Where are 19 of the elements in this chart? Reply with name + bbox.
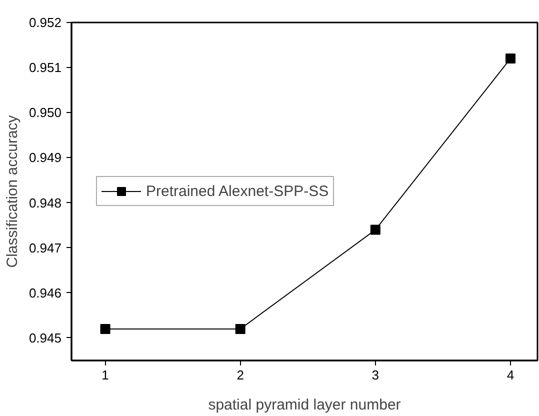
point — [505, 54, 516, 64]
x-tick-label: 1 — [102, 368, 109, 382]
y-tick-label: 0.951 — [28, 60, 62, 76]
y-tick-label: 0.946 — [28, 285, 62, 300]
point — [235, 324, 246, 334]
legend-label: Pretrained Alexnet-SPP-SS — [146, 182, 329, 200]
x-tick-label: 4 — [506, 368, 514, 382]
y-tick-label: 0.952 — [28, 15, 62, 30]
y-tick-label: 0.945 — [28, 330, 62, 346]
x-tick-label: 3 — [372, 368, 380, 382]
y-tick-label: 0.949 — [28, 150, 62, 166]
x-axis-title: spatial pyramid layer number — [208, 396, 401, 414]
y-tick-label: 0.947 — [28, 240, 62, 256]
point — [370, 224, 380, 235]
point — [100, 324, 110, 334]
y-tick-label: 0.948 — [28, 195, 62, 210]
y-tick-label: 0.950 — [28, 105, 62, 120]
x-tick-label: 2 — [236, 368, 244, 382]
y-axis-title: Classification accuracy — [4, 114, 21, 268]
